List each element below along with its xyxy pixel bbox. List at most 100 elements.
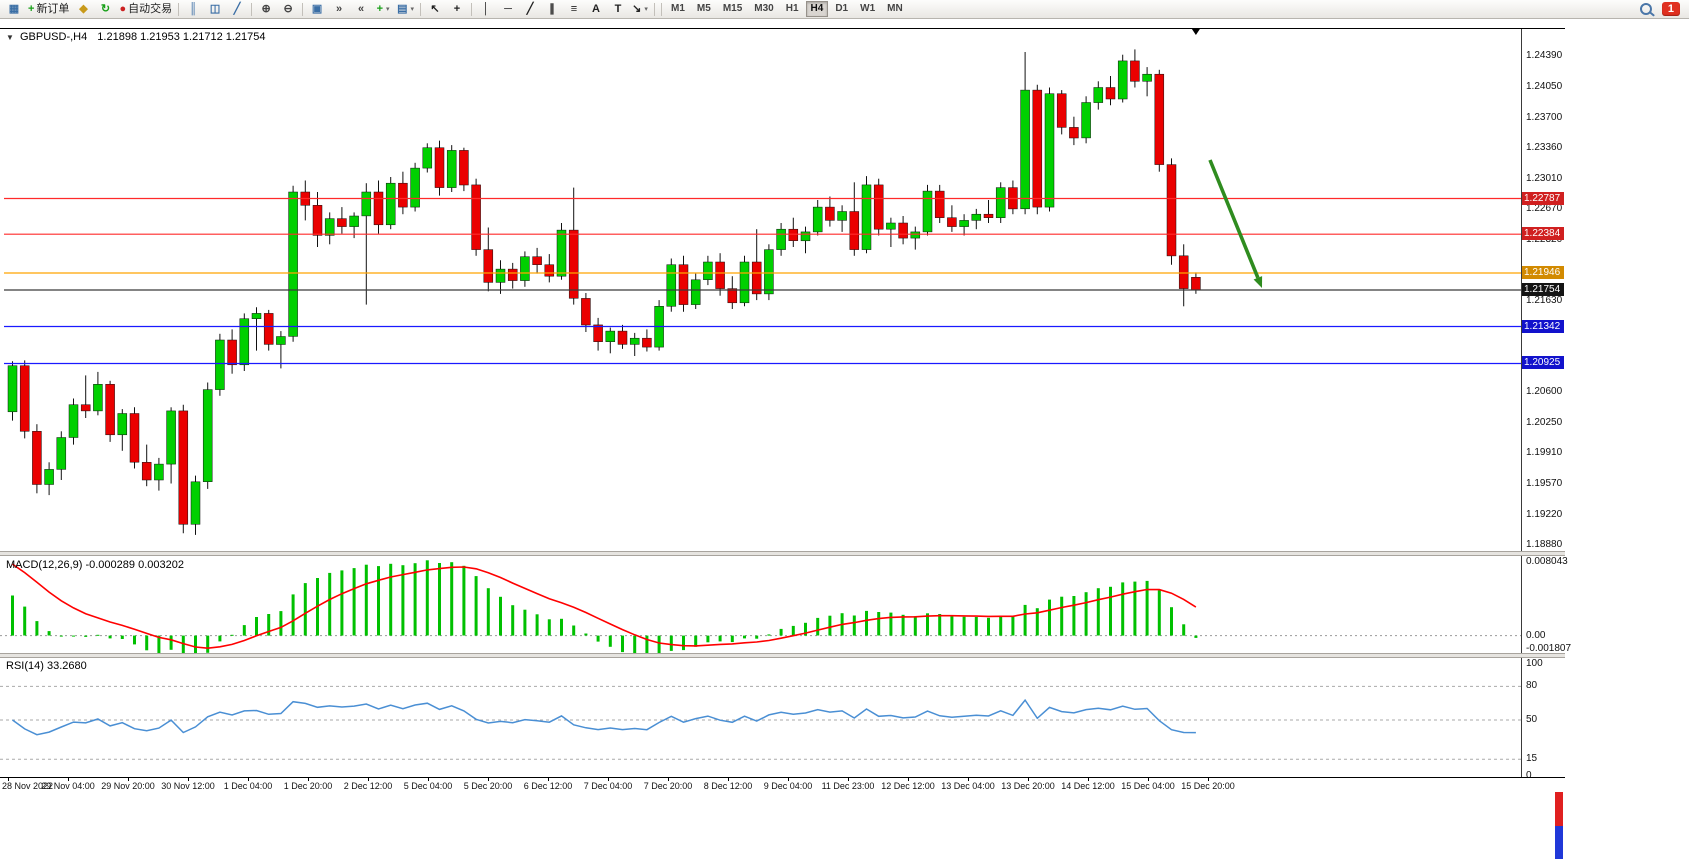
- macd-histogram-bar: [669, 635, 673, 651]
- text-label-button[interactable]: T: [607, 0, 629, 18]
- arrows-tool-dropdown-icon[interactable]: ▾: [644, 5, 648, 13]
- trendline-button[interactable]: ╱: [519, 0, 541, 18]
- timeframe-W1[interactable]: W1: [860, 3, 876, 14]
- macd-histogram-bar: [462, 565, 466, 636]
- price-badge-1.21946: 1.21946: [1522, 266, 1564, 279]
- price-badge-1.20925: 1.20925: [1522, 356, 1564, 369]
- ohlc-collapse-icon[interactable]: ▼: [6, 33, 14, 42]
- auto-trading-button[interactable]: ● 自动交易: [116, 0, 175, 18]
- time-axis-label: 12 Dec 12:00: [881, 781, 935, 791]
- vertical-line-icon: │: [482, 2, 490, 15]
- price-tick-label: 1.23700: [1526, 112, 1563, 123]
- time-axis-label: 8 Dec 12:00: [703, 781, 753, 791]
- notifications-badge[interactable]: 1: [1661, 2, 1680, 16]
- macd-axis-label: 0.00: [1526, 630, 1546, 641]
- timeframe-D1[interactable]: D1: [835, 3, 849, 14]
- bull-candle: [520, 256, 530, 281]
- bear-candle: [1105, 87, 1116, 100]
- trend-arrow[interactable]: [1208, 159, 1260, 279]
- time-axis-tick: [368, 778, 369, 781]
- equidistant-channel-button[interactable]: ∥: [541, 0, 563, 18]
- arrows-tool-button[interactable]: ↘ ▾: [629, 0, 651, 18]
- refresh-button[interactable]: ↻: [94, 0, 116, 18]
- new-order-button[interactable]: + 新订单: [25, 0, 72, 18]
- timeframe-H4[interactable]: H4: [805, 1, 829, 17]
- auto-scroll-icon: »: [336, 2, 343, 15]
- macd-histogram-bar: [865, 610, 868, 636]
- new-chart-button[interactable]: ▦: [3, 0, 25, 18]
- bear-candle: [617, 330, 628, 345]
- main-chart-canvas[interactable]: [0, 29, 1521, 550]
- line-chart-mode-button[interactable]: ╱: [226, 0, 248, 18]
- macd-histogram-bar: [535, 614, 539, 636]
- new-order-label: 新订单: [36, 2, 70, 15]
- bull-candle: [190, 481, 201, 525]
- bear-candle: [1154, 73, 1165, 165]
- indicators-button[interactable]: + ▾: [372, 0, 394, 18]
- macd-histogram-bar: [706, 635, 710, 643]
- horizontal-line-button[interactable]: ─: [497, 0, 519, 18]
- macd-histogram-bar: [1035, 608, 1039, 636]
- zoom-out-button[interactable]: ⊖: [277, 0, 299, 18]
- refresh-icon: ↻: [100, 2, 111, 15]
- bear-candle: [227, 339, 237, 366]
- panel-splitter[interactable]: [0, 551, 1565, 556]
- templates-dropdown-icon[interactable]: ▾: [410, 5, 415, 13]
- macd-histogram-bar: [352, 568, 356, 636]
- tools-button[interactable]: ◆: [72, 0, 94, 18]
- time-axis-label: 1 Dec 20:00: [283, 781, 333, 791]
- macd-histogram-bar: [913, 616, 917, 636]
- candlestick-mode-button[interactable]: ◫: [204, 0, 226, 18]
- macd-histogram-bar: [962, 616, 966, 636]
- bull-candle: [690, 279, 701, 305]
- bear-candle: [1069, 127, 1079, 139]
- price-tick-label: 1.24050: [1526, 81, 1563, 92]
- price-tick-label: 1.20250: [1526, 417, 1563, 428]
- bear-candle: [471, 184, 481, 250]
- indicators-dropdown-icon[interactable]: ▾: [386, 5, 390, 13]
- panel-splitter[interactable]: [0, 653, 1565, 658]
- bear-candle: [1130, 60, 1140, 82]
- macd-histogram-bar: [35, 621, 39, 636]
- macd-histogram-bar: [413, 563, 417, 636]
- timeframe-M30[interactable]: M30: [754, 3, 774, 14]
- trend-arrow-head[interactable]: [1253, 276, 1263, 288]
- macd-histogram-bar: [450, 562, 454, 636]
- macd-histogram-bar: [828, 615, 832, 636]
- time-axis-label: 5 Dec 04:00: [403, 781, 453, 791]
- bull-candle: [739, 261, 750, 304]
- zoom-in-button[interactable]: ⊕: [255, 0, 277, 18]
- auto-scroll-button[interactable]: »: [328, 0, 350, 18]
- timeframe-MN[interactable]: MN: [887, 3, 903, 14]
- timeframe-M5[interactable]: M5: [696, 3, 711, 14]
- macd-histogram-bar: [486, 588, 490, 636]
- search-icon[interactable]: [1639, 3, 1652, 15]
- bar-chart-mode-button[interactable]: ║: [182, 0, 204, 18]
- macd-histogram-bar: [767, 634, 771, 636]
- vertical-line-button[interactable]: │: [475, 0, 497, 18]
- cursor-button[interactable]: ↖: [424, 0, 446, 18]
- bull-candle: [764, 249, 774, 295]
- crosshair-button[interactable]: +: [446, 0, 468, 18]
- rsi-panel-canvas[interactable]: [0, 664, 1521, 776]
- tile-windows-button[interactable]: ▣: [306, 0, 328, 18]
- chart-shift-button[interactable]: «: [350, 0, 372, 18]
- bear-candle: [642, 337, 652, 348]
- bull-candle: [288, 191, 298, 337]
- corner-blue-bar: [1555, 826, 1563, 859]
- text-button[interactable]: A: [585, 0, 607, 18]
- bear-candle: [312, 205, 323, 236]
- timeframe-M15[interactable]: M15: [722, 3, 743, 14]
- bull-candle: [995, 187, 1006, 218]
- fibonacci-button[interactable]: ≡: [563, 0, 585, 18]
- macd-panel-canvas[interactable]: [0, 558, 1521, 653]
- templates-button[interactable]: ▤ ▾: [394, 0, 417, 18]
- timeframe-H1[interactable]: H1: [785, 3, 799, 14]
- bear-candle: [337, 218, 347, 227]
- price-axis-separator: [1521, 29, 1522, 778]
- time-axis-label: 15 Dec 20:00: [1181, 781, 1235, 791]
- new-chart-icon: ▦: [8, 2, 20, 15]
- fibonacci-icon: ≡: [570, 2, 578, 15]
- timeframe-M1[interactable]: M1: [671, 3, 685, 14]
- bear-candle: [568, 229, 579, 299]
